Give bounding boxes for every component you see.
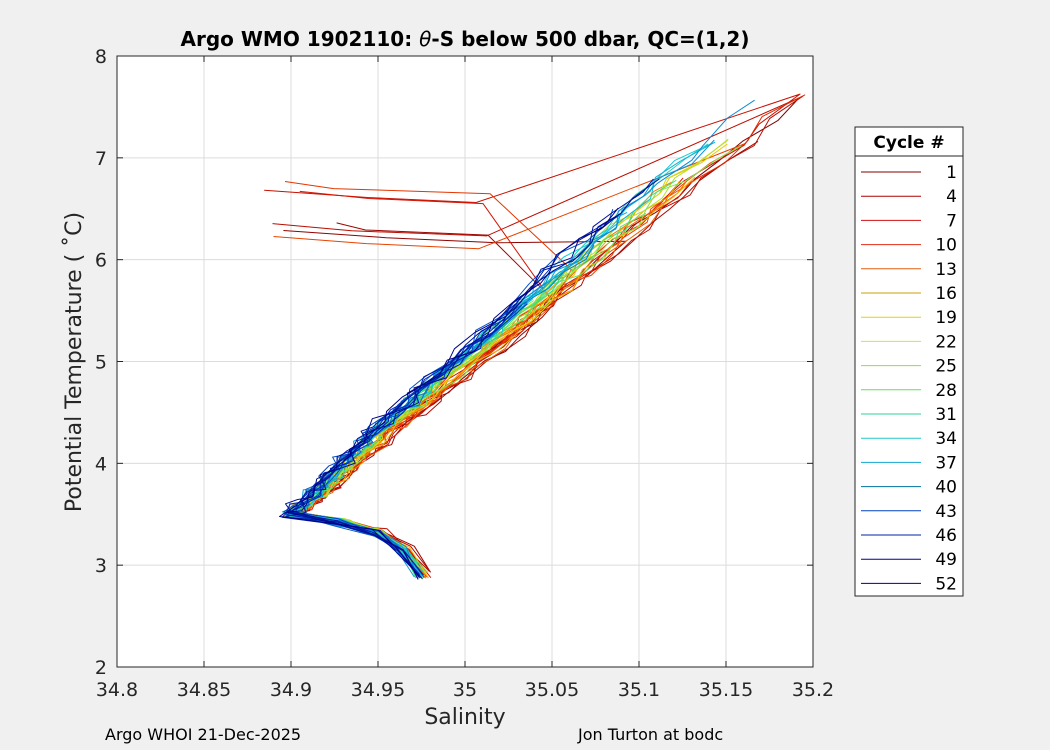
y-tick-label: 5 xyxy=(95,352,107,374)
legend-label: 46 xyxy=(935,526,957,546)
x-axis-ticks: 34.8 34.85 34.9 34.95 35 35.05 35.1 35.15 35.2 xyxy=(96,56,834,701)
x-tick-label: 35.15 xyxy=(699,679,753,701)
x-tick-label: 34.85 xyxy=(177,679,231,701)
x-tick-label: 35 xyxy=(453,679,477,701)
cycle-profile-line xyxy=(283,209,614,576)
title-suffix: -S below 500 dbar, QC=(1,2) xyxy=(431,27,749,51)
cycle-profile-line xyxy=(297,94,806,580)
y-tick-label: 6 xyxy=(95,250,107,272)
legend: Cycle # 1 4 7 10 13 16 19 22 25 28 31 34 37 40 43 46 49 5… xyxy=(854,126,964,597)
legend-label: 25 xyxy=(935,357,957,377)
x-tick-label: 34.9 xyxy=(270,679,312,701)
legend-label: 34 xyxy=(935,429,957,449)
y-tick-label: 3 xyxy=(95,555,107,577)
x-tick-label: 34.95 xyxy=(351,679,405,701)
legend-label: 7 xyxy=(946,211,957,231)
y-tick-label: 4 xyxy=(95,453,107,475)
cycle-profile-line xyxy=(291,178,660,579)
legend-label: 52 xyxy=(935,574,957,594)
y-axis-ticks: 2 3 4 5 6 7 8 xyxy=(95,46,813,679)
footer-credit-right: Jon Turton at bodc xyxy=(578,725,724,744)
y-tick-label: 7 xyxy=(95,148,107,170)
chart-title: Argo WMO 1902110: θ-S below 500 dbar, QC… xyxy=(181,27,750,51)
legend-box xyxy=(854,126,964,597)
cycle-profile-line xyxy=(286,213,621,580)
cycle-profile-line xyxy=(279,207,619,577)
legend-label: 28 xyxy=(935,381,957,401)
x-tick-label: 34.8 xyxy=(96,679,138,701)
legend-label: 1 xyxy=(946,163,957,183)
x-tick-label: 35.05 xyxy=(525,679,579,701)
legend-label: 10 xyxy=(935,236,957,256)
x-tick-label: 35.2 xyxy=(792,679,834,701)
legend-entries: 1 4 7 10 13 16 19 22 25 28 31 34 37 40 43 46 49 52 xyxy=(861,163,957,594)
legend-label: 49 xyxy=(935,550,957,570)
data-series xyxy=(264,93,806,580)
legend-title: Cycle # xyxy=(873,133,944,153)
legend-label: 22 xyxy=(935,332,957,352)
legend-label: 16 xyxy=(935,284,957,304)
title-theta: θ xyxy=(419,27,431,51)
legend-label: 37 xyxy=(935,453,957,473)
legend-label: 19 xyxy=(935,308,957,328)
legend-label: 4 xyxy=(946,187,957,207)
y-tick-label: 8 xyxy=(95,46,107,68)
legend-label: 31 xyxy=(935,405,957,425)
title-prefix: Argo WMO 1902110: xyxy=(181,27,420,51)
x-tick-label: 35.1 xyxy=(618,679,660,701)
x-axis-label: Salinity xyxy=(424,705,505,730)
legend-label: 13 xyxy=(935,260,957,280)
y-tick-label: 2 xyxy=(95,657,107,679)
legend-label: 43 xyxy=(935,502,957,522)
legend-label: 40 xyxy=(935,478,957,498)
y-axis-label: Potential Temperature ( ˚C) xyxy=(62,212,87,512)
footer-credit-left: Argo WHOI 21-Dec-2025 xyxy=(105,725,302,744)
